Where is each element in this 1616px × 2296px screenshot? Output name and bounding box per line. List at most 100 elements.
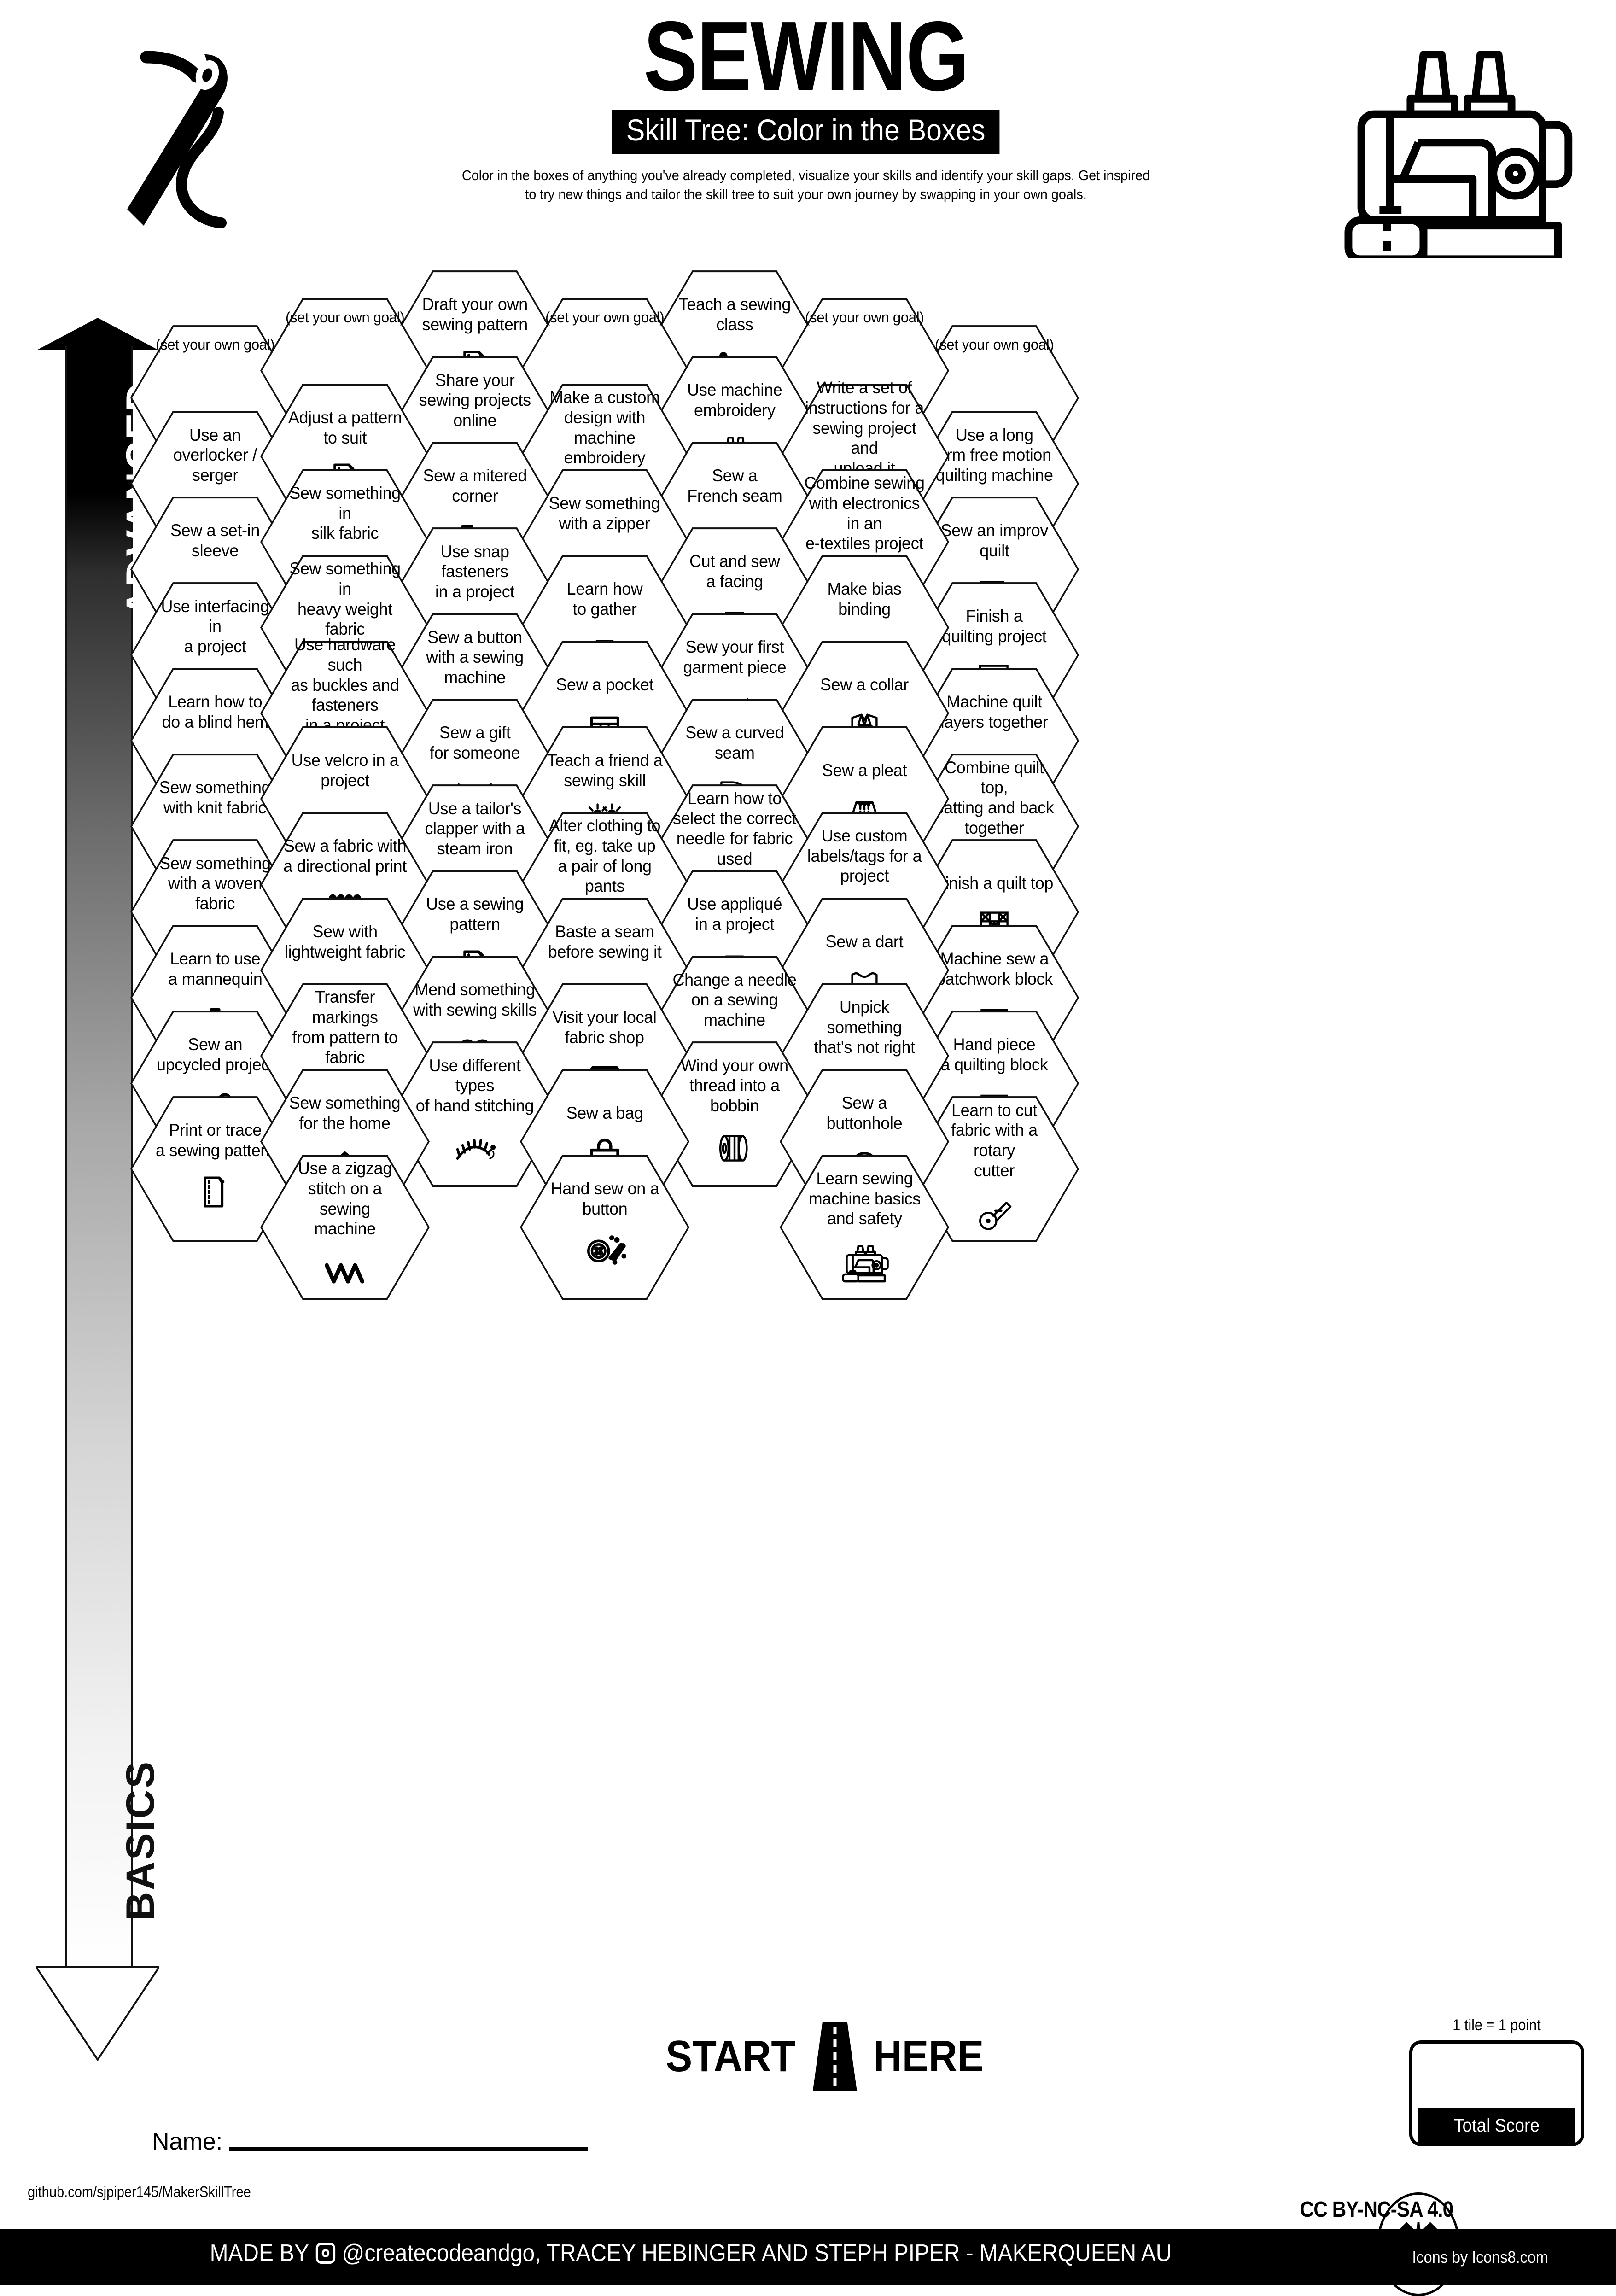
- start-label: START: [665, 2032, 796, 2081]
- skill-tile-label: Teach a sewing class: [678, 295, 791, 334]
- skill-tile-label: Make bias binding: [827, 579, 902, 619]
- needle-and-thread-icon: [111, 32, 304, 240]
- road-dash: [833, 2027, 837, 2034]
- skill-tile-label: Combine sewing with electronics in an e-…: [804, 473, 925, 553]
- sewing-machine-icon: [1326, 18, 1575, 263]
- skill-tile-label: Sew something with a woven fabric: [159, 853, 271, 913]
- skill-tile-label: Learn how to do a blind hem: [162, 692, 268, 732]
- arrow-head-up-icon: [37, 318, 158, 350]
- title-block: SEWING Skill Tree: Color in the Boxes Co…: [414, 0, 1197, 204]
- skill-tile-label: Learn to cut fabric with a rotary cutter: [951, 1100, 1038, 1180]
- skill-tile-label: Use a tailor's clapper with a steam iron: [425, 799, 525, 858]
- road-dash: [833, 2078, 837, 2086]
- skill-tree-grid: (set your own goal) Use an overlocker / s…: [0, 270, 1616, 2073]
- skill-tile-label: Use a zigzag stitch on a sewing machine: [298, 1159, 392, 1239]
- skill-tile-label: Sew a pleat: [822, 760, 907, 780]
- skill-tile-label: Sew a French seam: [687, 466, 782, 506]
- skill-tile-label: Learn sewing machine basics and safety: [808, 1169, 921, 1228]
- skill-tile-label: (set your own goal): [545, 309, 665, 326]
- skill-tile-label: Machine sew a patchwork block: [936, 949, 1053, 989]
- skill-tile-label: (set your own goal): [805, 309, 924, 326]
- skill-tile-label: Learn to use a mannequin: [168, 949, 263, 989]
- skill-tile-label: Transfer markings from pattern to fabric: [292, 987, 398, 1067]
- skill-tile[interactable]: Use different types of hand stitching: [390, 1041, 560, 1187]
- made-by-prefix: MADE BY: [210, 2240, 309, 2267]
- total-score-label: Total Score: [1418, 2108, 1575, 2143]
- skill-tile-label: Share your sewing projects online: [419, 370, 531, 430]
- zigzag-icon: [320, 1244, 370, 1296]
- skill-tile-label: Sew a dart: [825, 932, 904, 951]
- skill-tile[interactable]: Hand sew on a button: [520, 1154, 689, 1300]
- skill-tile-label: (set your own goal): [934, 336, 1054, 353]
- skill-tile-label: Sew a gift for someone: [429, 723, 520, 763]
- skill-tile-label: Use interfacing in a project: [161, 596, 269, 656]
- page-title: SEWING: [643, 0, 969, 111]
- skill-tile-label: Use machine embroidery: [687, 380, 782, 420]
- skill-tile-label: Write a set of instructions for a sewing…: [805, 378, 924, 478]
- skill-tile-label: Sew something with a zipper: [549, 493, 660, 533]
- road-dash: [833, 2065, 837, 2073]
- skill-tile-label: Finish a quilting project: [942, 607, 1047, 646]
- pattern-piece-icon: [190, 1166, 240, 1218]
- instagram-icon[interactable]: [315, 2243, 336, 2264]
- skill-tile-label: Use different types of hand stitching: [415, 1056, 534, 1115]
- icons8-credit: Icons by Icons8.com: [1412, 2248, 1548, 2267]
- skill-tile-label: Mend something with sewing skills: [413, 980, 537, 1020]
- name-label: Name:: [152, 2128, 223, 2155]
- intro-line-2: to try new things and tailor the skill t…: [525, 186, 1087, 203]
- road-dash: [833, 2052, 837, 2060]
- skill-tile-label: Use a sewing pattern: [426, 894, 524, 934]
- skill-tile-label: Use velcro in a project: [291, 750, 399, 790]
- skill-tile-label: Wind your own thread into a bobbin: [681, 1056, 788, 1115]
- skill-tile-label: Use snap fasteners in a project: [435, 542, 515, 601]
- skill-tile-label: Sew a set-in sleeve: [170, 521, 260, 561]
- page-header: SEWING Skill Tree: Color in the Boxes Co…: [0, 0, 1616, 286]
- skill-tile-label: Finish a quilt top: [935, 874, 1054, 893]
- arrow-head-down-icon: [36, 1966, 159, 2061]
- repo-url[interactable]: github.com/sjpiper145/MakerSkillTree: [28, 2183, 251, 2200]
- score-frame[interactable]: Total Score: [1409, 2040, 1584, 2146]
- skill-tile-label: Learn how to gather: [566, 579, 643, 619]
- skill-tile-label: Sew an upcycled project: [156, 1035, 274, 1075]
- skill-tile-label: Use an overlocker / serger: [173, 425, 257, 485]
- skill-tile-label: Sew a mitered corner: [423, 466, 527, 506]
- total-score-box: 1 tile = 1 point Total Score: [1409, 2016, 1584, 2146]
- skill-tile-label: Machine quilt layers together: [940, 692, 1048, 732]
- hand-stitching-icon: [449, 1122, 500, 1173]
- skill-tile-label: Sew a buttonhole: [826, 1093, 903, 1133]
- road-dash: [833, 2039, 837, 2047]
- skill-tile-label: Use appliqué in a project: [687, 894, 782, 934]
- license-label: CC BY-NC-SA 4.0: [1300, 2197, 1453, 2222]
- skill-tile-label: Combine quilt top, batting and back toge…: [934, 758, 1054, 837]
- skill-tile[interactable]: Learn sewing machine basics and safety: [780, 1154, 949, 1300]
- button-confetti-icon: [579, 1224, 630, 1276]
- bobbin-icon: [709, 1122, 760, 1173]
- license-row: CC BY-NC-SA 4.0: [1289, 2197, 1464, 2222]
- footer-bar: [0, 2229, 1616, 2285]
- skill-tile-label: Sew a button with a sewing machine: [426, 627, 524, 687]
- sewing-machine-icon: [839, 1234, 890, 1286]
- skill-tile-label: Sew a bag: [566, 1103, 643, 1122]
- here-label: HERE: [873, 2032, 984, 2081]
- skill-tile-label: Sew a curved seam: [685, 723, 784, 763]
- skill-tile-label: Hand sew on a button: [550, 1179, 659, 1218]
- intro-text: Color in the boxes of anything you've al…: [442, 166, 1170, 204]
- skill-tile-label: Sew something with knit fabric: [159, 778, 271, 818]
- name-input[interactable]: [229, 2147, 589, 2151]
- skill-tile[interactable]: Use a zigzag stitch on a sewing machine: [260, 1154, 430, 1300]
- skill-tile-label: Unpick something that's not right: [814, 998, 915, 1057]
- skill-tile-label: Sew a pocket: [556, 675, 653, 694]
- skill-tile-label: Baste a seam before sewing it: [548, 922, 662, 961]
- skill-tile-label: Sew something in silk fabric: [289, 484, 401, 543]
- tile-point-note: 1 tile = 1 point: [1453, 2016, 1541, 2034]
- skill-tile-label: Teach a friend a sewing skill: [547, 750, 663, 790]
- skill-tile-label: Sew with lightweight fabric: [284, 922, 406, 961]
- skill-tile-label: Use a long arm free motion quilting mach…: [935, 425, 1053, 485]
- arrow-shaft: [65, 346, 133, 1972]
- skill-tile-label: Learn how to select the correct needle f…: [672, 789, 797, 868]
- skill-tile-label: Make a custom design with machine embroi…: [549, 388, 660, 467]
- skill-tile[interactable]: Wind your own thread into a bobbin: [650, 1041, 819, 1187]
- skill-tile-label: Cut and sew a facing: [689, 552, 780, 591]
- skill-tile-label: Sew an improv quilt: [940, 521, 1048, 561]
- skill-tile-label: Sew a fabric with a directional print: [283, 836, 407, 876]
